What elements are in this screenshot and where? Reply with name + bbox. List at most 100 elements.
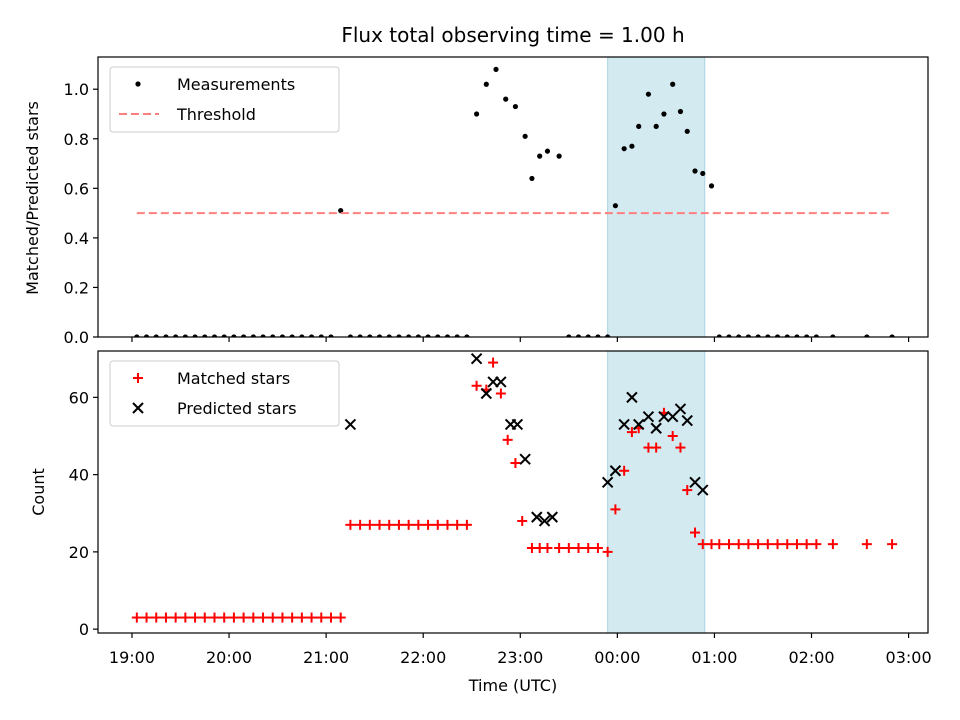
- matched-star-marker: [267, 612, 278, 623]
- x-tick-label: 03:00: [886, 648, 932, 667]
- measurement-point: [661, 111, 667, 117]
- matched-star-marker: [442, 519, 453, 530]
- measurement-point: [585, 334, 591, 337]
- matched-star-marker: [690, 527, 701, 538]
- measurement-point: [621, 146, 627, 152]
- measurement-point: [270, 334, 276, 337]
- bottom-y-tick-label: 40: [69, 466, 89, 485]
- matched-star-marker: [762, 539, 773, 550]
- measurement-point: [692, 168, 698, 174]
- measurement-point: [575, 334, 582, 337]
- matched-star-marker: [626, 427, 637, 438]
- measurement-point: [684, 128, 690, 134]
- top-y-tick-label: 0.8: [64, 130, 89, 149]
- predicted-star-marker: [674, 403, 687, 415]
- matched-star-marker: [364, 519, 375, 530]
- matched-star-marker: [248, 612, 259, 623]
- measurement-point: [503, 96, 509, 102]
- matched-star-marker: [452, 519, 463, 530]
- measurement-point: [425, 334, 431, 337]
- top-y-tick-label: 0.6: [64, 179, 89, 198]
- measurement-point: [765, 334, 771, 337]
- bottom-legend-label: Matched stars: [177, 369, 290, 388]
- chart-title: Flux total observing time = 1.00 h: [341, 23, 684, 47]
- x-tick-label: 19:00: [109, 648, 155, 667]
- matched-star-marker: [887, 539, 898, 550]
- measurement-point: [211, 334, 218, 337]
- measurement-point: [677, 108, 684, 115]
- matched-star-marker: [667, 430, 678, 441]
- top-y-tick-label: 1.0: [64, 80, 89, 99]
- predicted-star-marker: [519, 453, 531, 465]
- x-tick-label: 23:00: [497, 648, 543, 667]
- matched-star-marker: [461, 519, 472, 530]
- matched-star-marker: [510, 458, 521, 469]
- matched-star-marker: [610, 504, 621, 515]
- matched-star-marker: [697, 539, 708, 550]
- matched-star-marker: [811, 539, 822, 550]
- matched-star-marker: [495, 388, 506, 399]
- top-legend-label: Threshold: [176, 105, 256, 124]
- matched-star-marker: [160, 612, 171, 623]
- matched-star-marker: [592, 543, 603, 554]
- predicted-star-marker: [658, 410, 670, 423]
- matched-star-marker: [619, 465, 630, 476]
- matched-star-marker: [287, 612, 298, 623]
- predicted-star-marker: [618, 418, 630, 431]
- bottom-legend-entry: Predicted stars: [132, 399, 297, 418]
- bottom-y-tick-label: 0: [79, 620, 89, 639]
- measurement-point: [813, 334, 819, 337]
- matched-star-marker: [542, 543, 553, 554]
- matched-star-marker: [345, 519, 356, 530]
- measurement-point: [512, 103, 519, 110]
- measurement-point: [493, 66, 499, 72]
- measurement-point: [202, 334, 208, 337]
- predicted-stars-legend-marker: [132, 402, 144, 414]
- matched-stars-legend-marker: [133, 373, 143, 383]
- matched-star-marker: [258, 612, 269, 623]
- measurement-point: [629, 143, 635, 149]
- bottom-axes-frame: [97, 350, 929, 634]
- measurement-point: [250, 334, 256, 337]
- matched-star-marker: [801, 539, 812, 550]
- measurement-point: [241, 334, 247, 337]
- x-tick-label: 22:00: [400, 648, 446, 667]
- measurement-point: [386, 334, 392, 337]
- matched-star-marker: [753, 539, 764, 550]
- matched-star-marker: [675, 442, 686, 453]
- matched-star-marker: [219, 612, 230, 623]
- matched-star-marker: [714, 539, 725, 550]
- matched-star-marker: [355, 519, 366, 530]
- matched-star-marker: [384, 519, 395, 530]
- measurement-point: [464, 334, 470, 337]
- measurement-point: [396, 334, 402, 337]
- measurement-point: [612, 203, 619, 209]
- x-axis-label: Time (UTC): [468, 676, 557, 695]
- top-legend-entry: Measurements: [135, 75, 295, 94]
- matched-star-marker: [471, 380, 482, 391]
- matched-star-marker: [743, 539, 754, 550]
- measurement-point: [357, 334, 363, 337]
- top-y-tick-label: 0.4: [64, 229, 89, 248]
- bottom-y-tick-label: 60: [69, 388, 89, 407]
- matched-star-marker: [583, 543, 594, 554]
- predicted-star-marker: [480, 387, 493, 400]
- measurement-point: [537, 153, 543, 159]
- matched-star-marker: [131, 612, 142, 623]
- matched-star-marker: [413, 519, 424, 530]
- matched-star-marker: [296, 612, 307, 623]
- predicted-star-marker: [531, 511, 543, 523]
- matched-star-marker: [602, 546, 613, 557]
- top-y-tick-label: 0.0: [64, 328, 89, 347]
- measurement-point: [522, 133, 528, 139]
- measurement-point: [700, 170, 706, 177]
- matched-star-marker: [563, 543, 574, 554]
- measurement-point: [221, 334, 227, 337]
- top-legend-label: Measurements: [177, 75, 295, 94]
- matched-star-marker: [277, 612, 288, 623]
- measurement-point: [231, 334, 237, 337]
- measurement-point: [328, 334, 334, 337]
- matched-star-marker: [374, 519, 385, 530]
- bottom-y-axis-label: Count: [29, 468, 48, 516]
- bottom-panel: 0 20 40 60 19:00 20:00 21:00 22:00 23:00 00:00 01:…: [69, 350, 932, 667]
